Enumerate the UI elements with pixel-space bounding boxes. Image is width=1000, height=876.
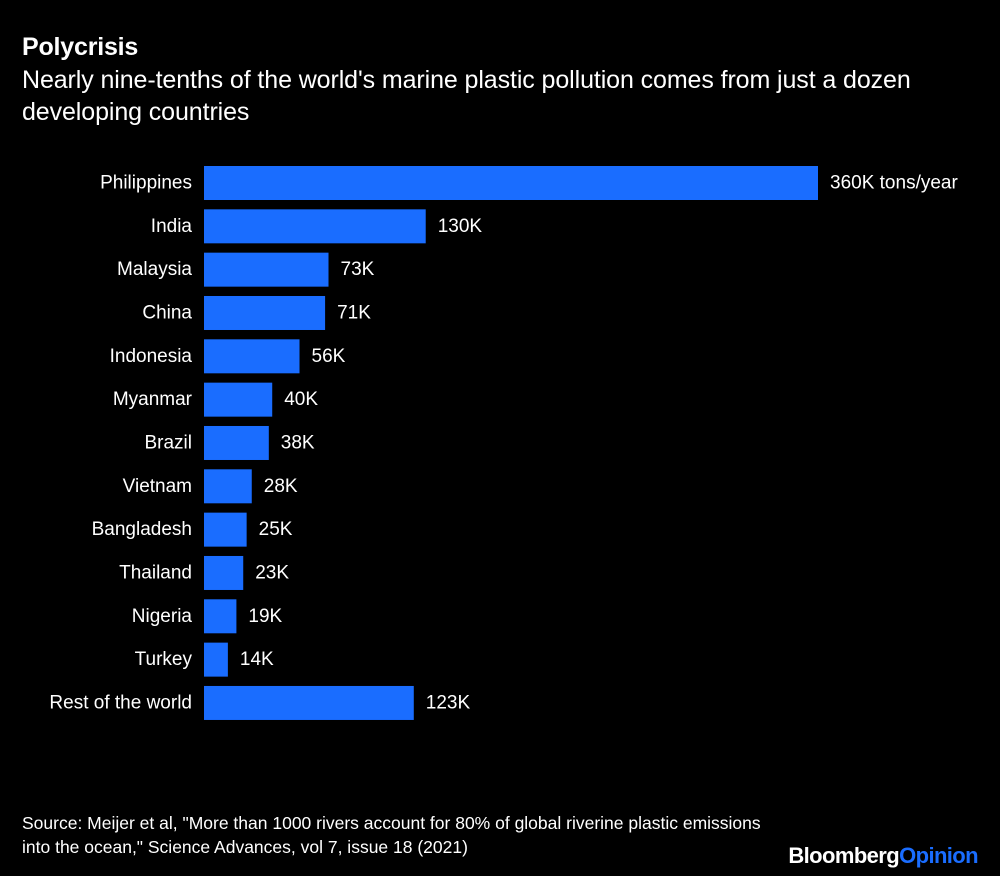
value-label: 38K [281, 432, 315, 453]
bar-vietnam [204, 469, 252, 504]
category-label: Nigeria [132, 606, 193, 627]
category-label: Indonesia [110, 346, 193, 367]
bar-nigeria [204, 599, 237, 634]
value-label: 123K [426, 692, 471, 713]
value-label: 56K [312, 346, 346, 367]
value-label: 19K [248, 606, 282, 627]
category-label: Bangladesh [92, 519, 192, 540]
logo-bloomberg-text: Bloomberg [788, 843, 900, 868]
value-label: 14K [240, 649, 274, 670]
category-label: Vietnam [123, 476, 192, 497]
bar-india [204, 209, 426, 244]
bar-malaysia [204, 252, 329, 287]
bar-brazil [204, 425, 269, 460]
value-label: 25K [259, 519, 293, 540]
bar-bangladesh [204, 512, 247, 547]
bloomberg-opinion-logo: BloombergOpinion [788, 842, 978, 870]
value-label: 40K [284, 389, 318, 410]
category-label: China [142, 302, 192, 323]
value-label: 71K [337, 302, 371, 323]
bar-chart: Philippines 360K tons/year India 130K Malays… [49, 166, 958, 720]
category-label: Thailand [119, 562, 192, 583]
bar-china [204, 295, 326, 330]
bar-philippines [204, 166, 818, 200]
category-label: Myanmar [113, 389, 193, 410]
value-label: 28K [264, 476, 298, 497]
chart-subtitle: Nearly nine-tenths of the world's marine… [22, 66, 911, 126]
bar-turkey [204, 642, 228, 677]
bar-indonesia [204, 339, 300, 374]
category-label: Philippines [100, 173, 192, 194]
category-label: Rest of the world [49, 692, 192, 713]
bar-myanmar [204, 382, 273, 417]
value-label: 73K [341, 259, 375, 280]
source-note: Source: Meijer et al, "More than 1000 ri… [22, 813, 761, 857]
bar-thailand [204, 555, 244, 590]
bar-rest-of-the-world [204, 685, 414, 720]
logo-opinion-text: Opinion [899, 843, 979, 868]
category-label: Turkey [135, 649, 193, 670]
category-label: Malaysia [117, 259, 192, 280]
value-label: 23K [255, 562, 289, 583]
chart-title: Polycrisis [22, 33, 139, 61]
value-label: 130K [438, 216, 483, 237]
category-label: India [151, 216, 193, 237]
value-label: 360K tons/year [830, 173, 958, 194]
category-label: Brazil [144, 432, 192, 453]
